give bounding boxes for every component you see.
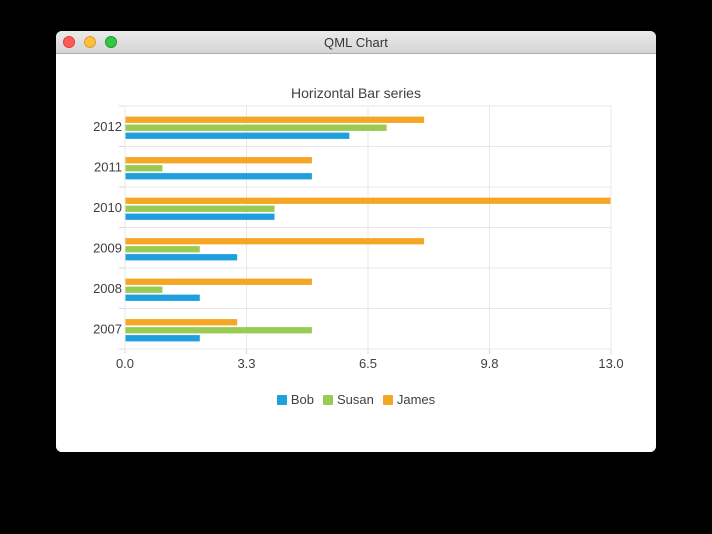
bar-bob-2011 xyxy=(125,173,312,180)
bar-susan-2012 xyxy=(125,124,387,131)
chart-legend: Bob Susan James xyxy=(56,392,656,407)
y-category-label: 2010 xyxy=(93,200,122,215)
bar-bob-2010 xyxy=(125,213,275,220)
axis-ticks xyxy=(119,105,612,354)
y-category-label: 2011 xyxy=(94,159,122,174)
legend-item-james: James xyxy=(382,392,436,407)
bar-james-2007 xyxy=(125,319,238,326)
legend-item-susan: Susan xyxy=(322,392,374,407)
bar-james-2008 xyxy=(125,278,312,285)
axis-labels: 0.0 3.3 6.5 9.8 13.0 2012 2011 2010 2009 2008 2007 xyxy=(93,119,624,371)
minimize-button[interactable] xyxy=(84,36,96,48)
bar-susan-2009 xyxy=(125,246,200,253)
y-category-label: 2007 xyxy=(93,321,122,336)
bar-bob-2009 xyxy=(125,254,238,261)
window-content: 0.0 3.3 6.5 9.8 13.0 2012 2011 2010 2009 2008 2007… xyxy=(56,54,656,452)
y-category-label: 2012 xyxy=(93,119,122,134)
bars xyxy=(125,116,611,342)
plot-border xyxy=(124,105,612,350)
window-title: QML Chart xyxy=(324,34,388,50)
bar-susan-2010 xyxy=(125,205,275,212)
x-tick-label: 9.8 xyxy=(480,356,498,371)
legend-marker-icon xyxy=(276,394,287,405)
bar-james-2010 xyxy=(125,197,611,204)
bar-bob-2008 xyxy=(125,294,200,301)
traffic-lights xyxy=(63,31,117,53)
y-category-label: 2008 xyxy=(93,281,122,296)
bar-james-2009 xyxy=(125,238,425,245)
bar-susan-2008 xyxy=(125,286,163,293)
legend-item-bob: Bob xyxy=(276,392,314,407)
bar-bob-2007 xyxy=(125,335,200,342)
bar-susan-2007 xyxy=(125,327,312,334)
bar-susan-2011 xyxy=(125,165,163,172)
legend-label: James xyxy=(396,392,436,407)
bar-james-2012 xyxy=(125,116,425,123)
chart-title: Horizontal Bar series xyxy=(291,85,421,101)
x-tick-label: 6.5 xyxy=(359,356,377,371)
qml-chart-window: QML Chart 0.0 3.3 6.5 9.8 13.0 2012 2011 2010 20… xyxy=(56,31,656,452)
x-tick-label: 13.0 xyxy=(598,356,623,371)
horizontal-bar-chart: 0.0 3.3 6.5 9.8 13.0 2012 2011 2010 2009 2008 2007 xyxy=(93,105,624,371)
title-bar[interactable]: QML Chart xyxy=(56,31,656,54)
zoom-button[interactable] xyxy=(105,36,117,48)
legend-label: Susan xyxy=(336,392,374,407)
x-tick-label: 3.3 xyxy=(237,356,255,371)
bar-bob-2012 xyxy=(125,132,350,139)
y-category-label: 2009 xyxy=(93,240,122,255)
close-button[interactable] xyxy=(63,36,75,48)
legend-label: Bob xyxy=(290,392,314,407)
legend-marker-icon xyxy=(322,394,333,405)
gridlines xyxy=(125,106,611,349)
legend-marker-icon xyxy=(382,394,393,405)
x-tick-label: 0.0 xyxy=(116,356,134,371)
bar-james-2011 xyxy=(125,157,312,164)
